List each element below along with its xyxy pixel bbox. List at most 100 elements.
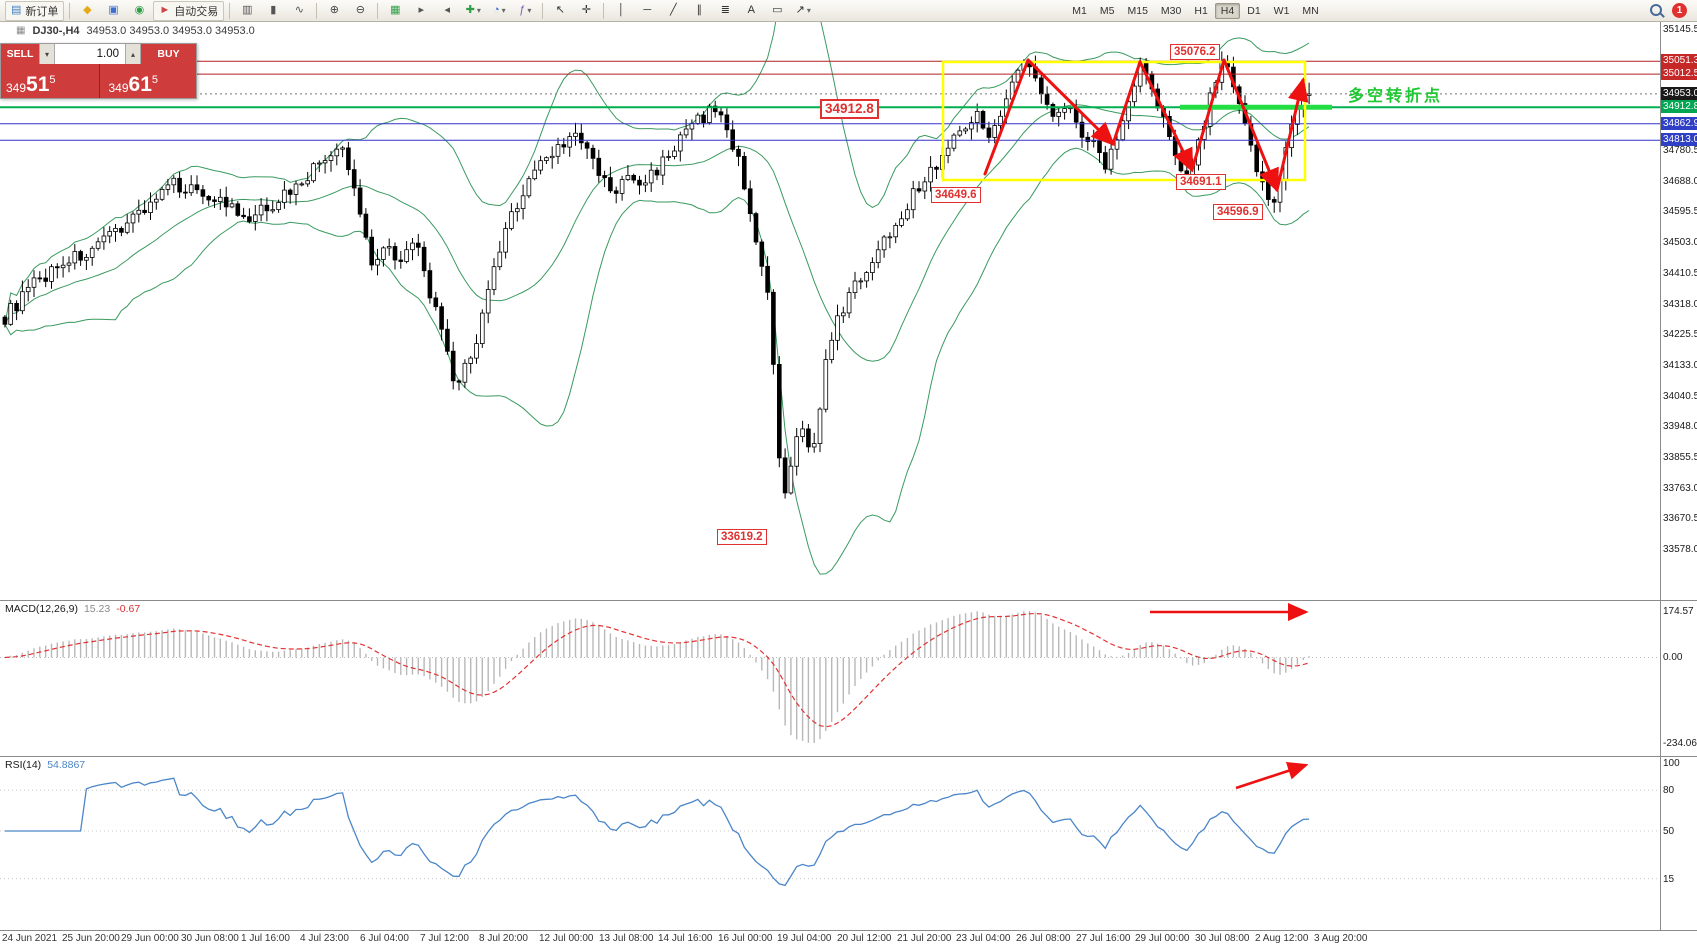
price-axis-badge-34813.0: 34813.0 [1661,133,1697,146]
price-annotation-34691.1[interactable]: 34691.1 [1176,174,1226,190]
period-icon[interactable]: ◔ ▾ [487,1,511,21]
timeframe-button-m30[interactable]: M30 [1160,4,1182,17]
horizontal-level-lines[interactable] [0,60,1660,141]
macd-axis-label: 174.57 [1663,606,1694,617]
zoom-in-icon[interactable]: ⊕ [322,1,346,21]
macd-panel[interactable]: MACD(12,26,9) 15.23 -0.67 [0,601,1660,756]
timeframe-button-d1[interactable]: D1 [1247,4,1261,17]
bar-chart-icon[interactable]: ▥ [235,1,259,21]
rsi-label: RSI(14) 54.8867 [5,759,85,771]
time-axis-label: 29 Jun 00:00 [121,933,179,944]
timeframe-button-h4[interactable]: H4 [1214,2,1241,19]
price-chart-canvas[interactable] [0,22,1660,600]
buy-price[interactable]: 349 61 5 [98,64,197,98]
timeframe-button-h1[interactable]: H1 [1194,4,1208,17]
price-annotation-35076.2[interactable]: 35076.2 [1170,44,1220,60]
time-axis-label: 23 Jul 04:00 [956,933,1011,944]
vertical-line-icon-glyph: │ [617,4,625,16]
fibonacci-icon[interactable]: ≣ [713,1,737,21]
new-chart-icon-dropdown[interactable]: ▾ [476,6,481,15]
toolbar-separator [316,2,318,19]
time-axis[interactable]: 24 Jun 2021 25 Jun 20:00 29 Jun 00:00 30 Ju… [0,930,1697,947]
zoom-out-icon[interactable]: ⊖ [348,1,372,21]
new-order-button-glyph: ▤ [11,4,22,16]
price-annotation-33619.2[interactable]: 33619.2 [717,529,767,545]
price-annotation-34649.6[interactable]: 34649.6 [931,187,981,203]
tile-windows-icon[interactable]: ▦ [383,1,407,21]
macd-name: MACD(12,26,9) [5,603,78,615]
auto-trading-button[interactable]: ► 自动交易 [153,0,225,21]
toolbar-separator [542,2,544,19]
price-axis-badge-35051.3: 35051.3 [1661,54,1697,67]
timeframe-button-mn[interactable]: MN [1302,4,1319,17]
cursor-icon-glyph: ↖ [555,4,565,16]
crosshair-icon-glyph: ✛ [581,4,591,16]
price-axis-badge-34862.9: 34862.9 [1661,117,1697,130]
time-axis-label: 4 Jul 23:00 [300,933,349,944]
search-icon[interactable] [1649,3,1664,18]
volume-input[interactable]: 1.00 [55,44,125,64]
price-axis-label: 34318.0 [1663,299,1697,310]
timeframe-button-m5[interactable]: M5 [1099,4,1115,17]
navigator-icon[interactable]: ◉ [127,1,151,21]
time-axis-label: 25 Jun 20:00 [62,933,120,944]
chart-shift-icon[interactable]: ◂ [435,1,459,21]
turning-point-annotation[interactable]: 多空转折点 [1348,88,1444,105]
sell-price[interactable]: 349 51 5 [6,73,56,97]
market-watch-icon[interactable]: ◆ [75,1,99,21]
text-tool-icon[interactable]: A [739,1,763,21]
price-axis[interactable]: 35145.5 34780.5 34688.0 34595.5 34503.0 34410… [1660,22,1697,930]
sell-button[interactable]: SELL [1,44,39,64]
horizontal-line-icon[interactable]: ─ [635,1,659,21]
price-annotation-34912.8[interactable]: 34912.8 [820,99,879,119]
time-axis-label: 7 Jul 12:00 [420,933,469,944]
indicators-icon-dropdown[interactable]: ▾ [527,6,532,15]
price-annotation-34596.9[interactable]: 34596.9 [1213,204,1263,220]
cursor-icon[interactable]: ↖ [548,1,572,21]
rsi-axis-label: 50 [1663,826,1675,837]
buy-button[interactable]: BUY [141,44,196,64]
auto-scroll-icon[interactable]: ▸ [409,1,433,21]
volume-down-button[interactable]: ▾ [39,44,55,64]
price-axis-label: 34225.5 [1663,329,1697,340]
timeframe-button-m1[interactable]: M1 [1072,4,1087,17]
trend-zigzag-arrows[interactable] [983,58,1309,193]
label-tool-icon[interactable]: ▭ [765,1,789,21]
price-axis-label: 33578.0 [1663,544,1697,555]
new-chart-icon[interactable]: ✚ ▾ [461,1,485,21]
candlestick-chart-icon[interactable]: ▮ [261,1,285,21]
timeframe-button-w1[interactable]: W1 [1273,4,1290,17]
toolbar-right-group: 1 [1649,0,1693,21]
timeframe-toolbar: M1 M5 M15 M30 H1 H4 D1 W1 MN [1066,0,1324,21]
shapes-icon[interactable]: ↗ ▾ [791,1,815,21]
timeframe-button-m15[interactable]: M15 [1127,4,1148,17]
time-axis-label: 3 Aug 20:00 [1314,933,1368,944]
indicators-icon[interactable]: ƒ ▾ [513,1,537,21]
period-icon-dropdown[interactable]: ▾ [501,6,506,15]
panel-separator-2[interactable] [0,756,1697,757]
volume-up-button[interactable]: ▴ [125,44,141,64]
shapes-icon-dropdown[interactable]: ▾ [806,6,811,15]
macd-axis-label: 0.00 [1663,652,1683,663]
rsi-canvas [0,762,1660,887]
rsi-value: 54.8867 [47,759,86,771]
data-window-icon[interactable]: ▣ [101,1,125,21]
main-chart-panel[interactable]: ▦ DJ30-,H4 34953.0 34953.0 34953.0 34953… [0,22,1660,600]
yellow-range-box[interactable] [941,60,1307,182]
trendline-icon[interactable]: ╱ [661,1,685,21]
rsi-panel[interactable]: RSI(14) 54.8867 [0,757,1660,930]
line-chart-icon[interactable]: ∿ [287,1,311,21]
rsi-axis-label: 80 [1663,785,1675,796]
rsi-trend-arrow[interactable] [1235,762,1309,790]
toolbar-icon-group: ▤ 新订单 ◆ ▣ ◉ ► 自动交易 ▥ ▮ ∿ ⊕ ⊖ ▦ ▸ ◂ ✚ ▾ ◔ ▾ ƒ ▾ ↖ ✛ │ ─ ╱ ∥ ≣ A ▭ ↗ ▾ [4,0,816,21]
new-order-button[interactable]: ▤ 新订单 [5,0,65,21]
macd-signal-value: -0.67 [116,603,141,615]
price-axis-label: 34780.5 [1663,145,1697,156]
vertical-line-icon[interactable]: │ [609,1,633,21]
notification-badge[interactable]: 1 [1672,3,1687,18]
panel-separator[interactable] [0,600,1697,601]
channel-icon[interactable]: ∥ [687,1,711,21]
crosshair-icon[interactable]: ✛ [574,1,598,21]
zoom-in-icon-glyph: ⊕ [329,4,339,16]
price-axis-label: 34503.0 [1663,237,1697,248]
